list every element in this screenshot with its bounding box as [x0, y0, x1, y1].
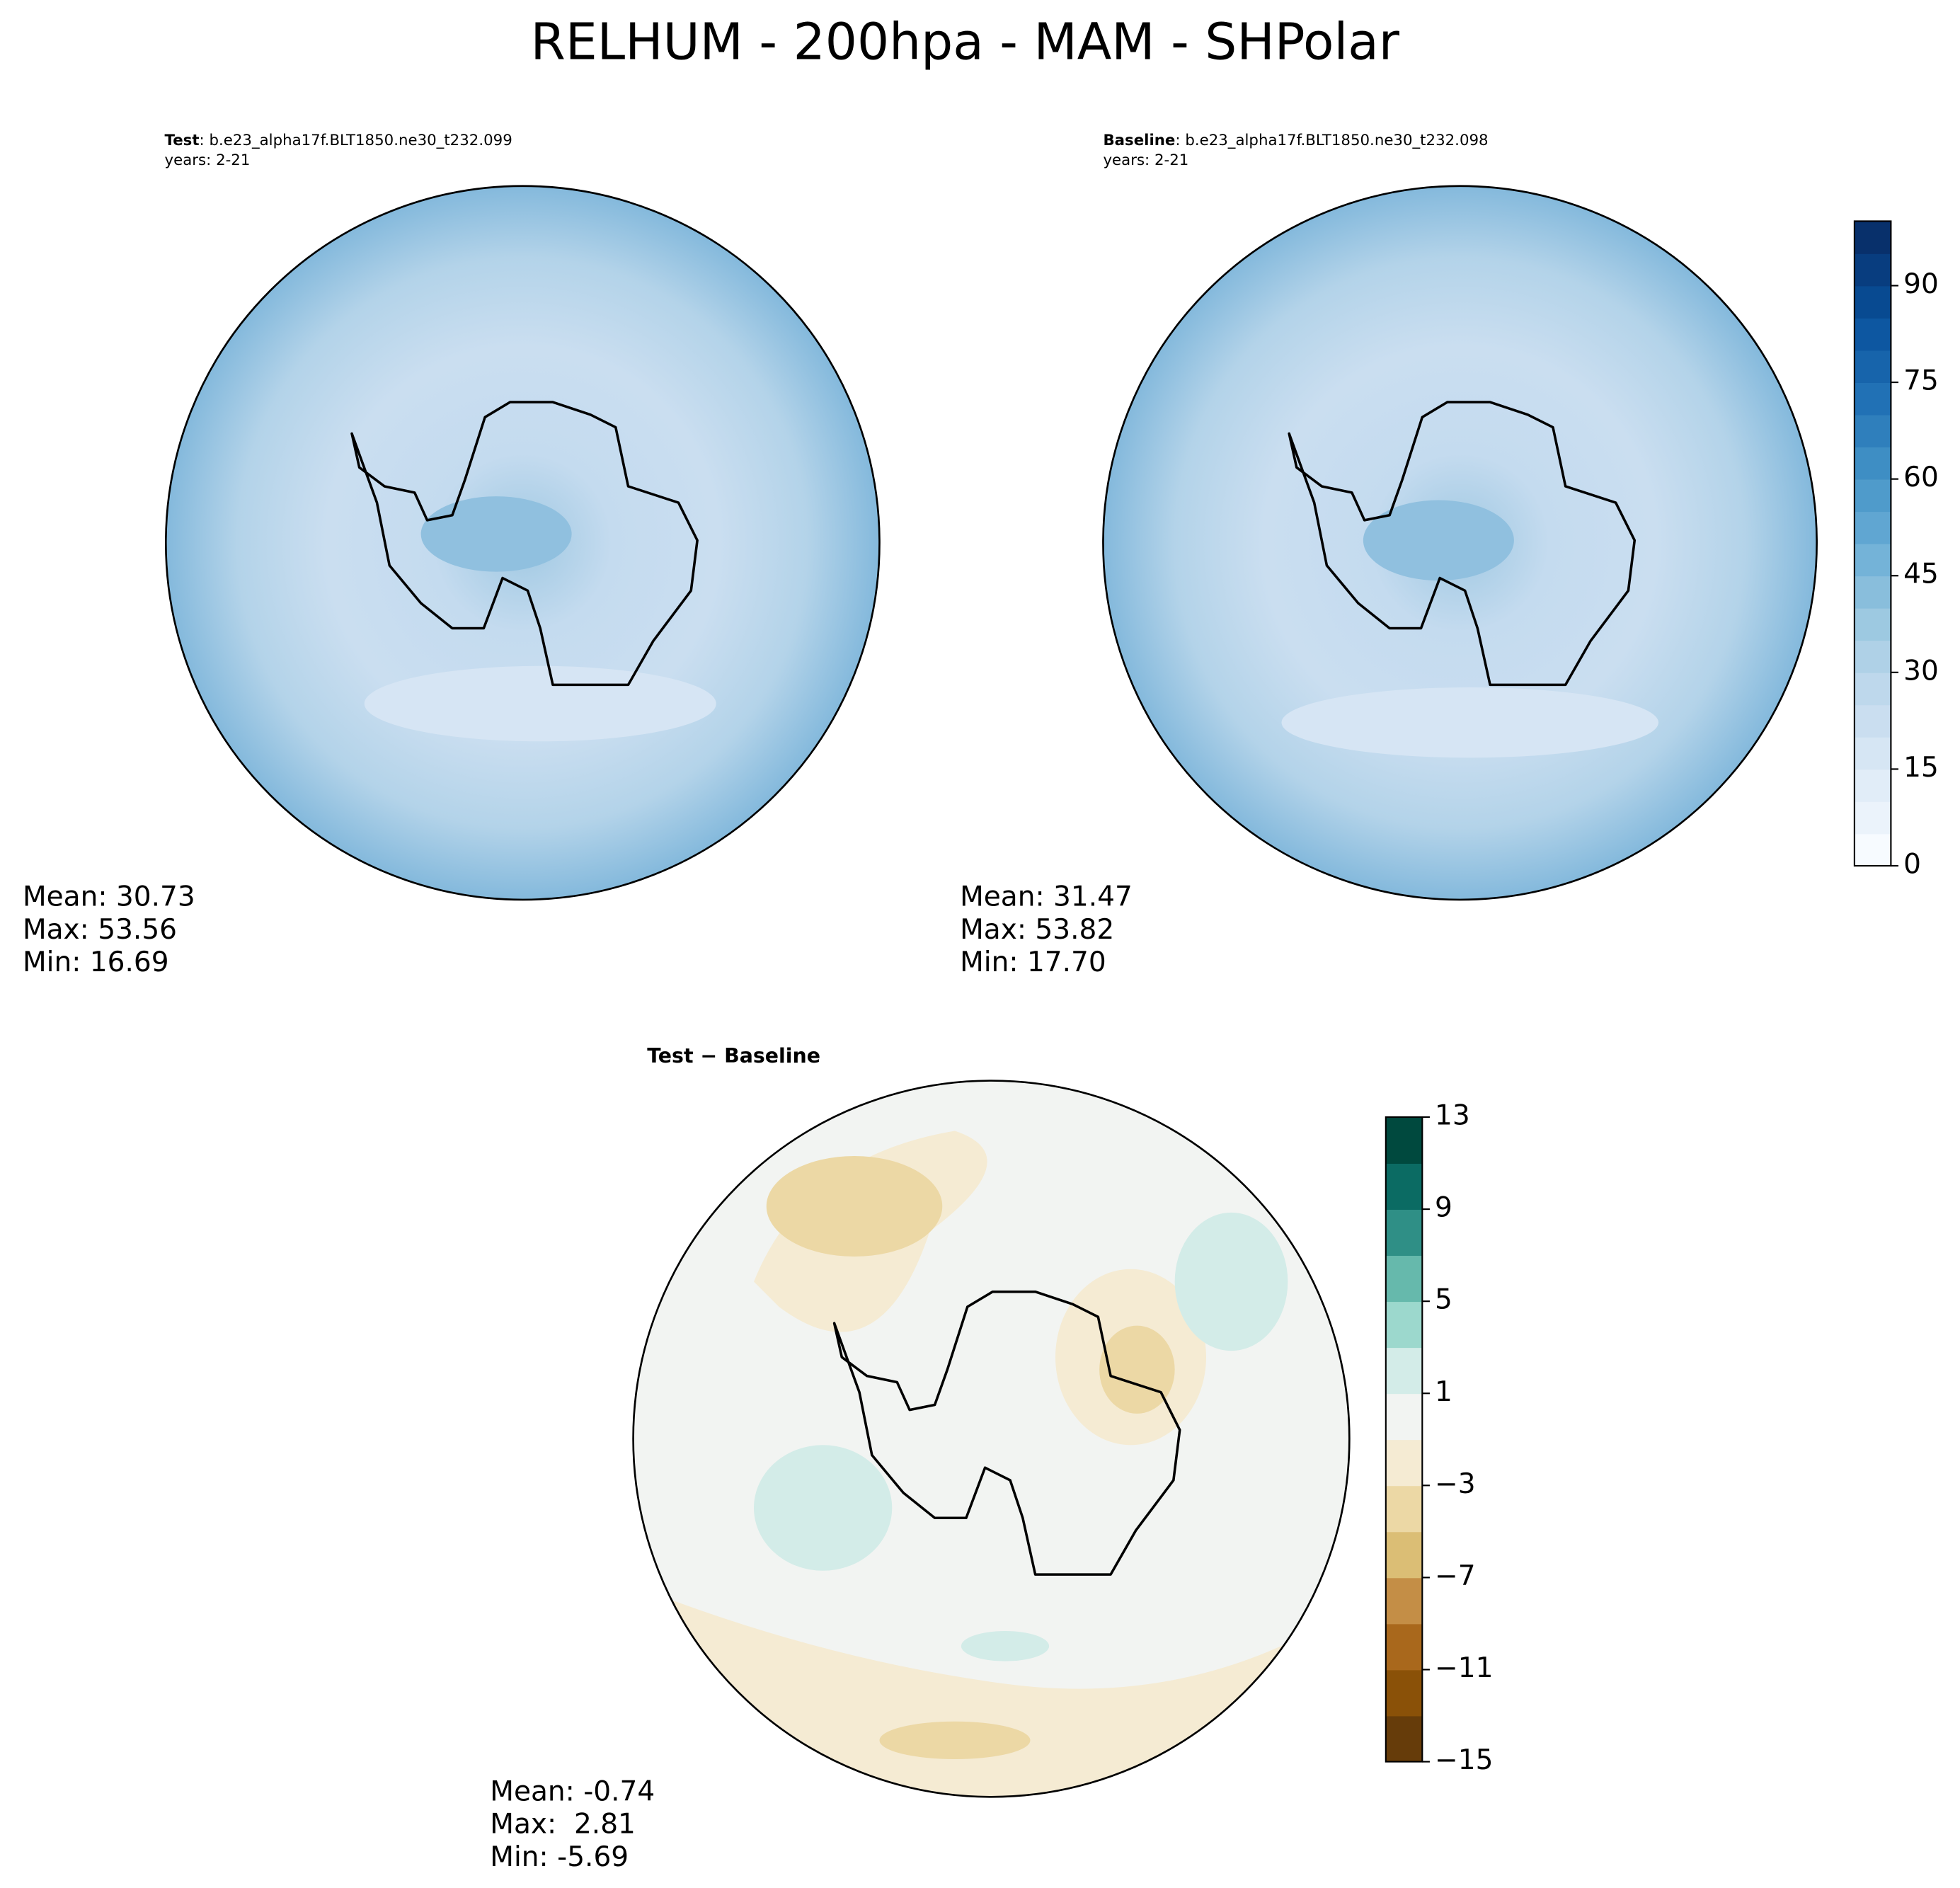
colorbar-segment	[1854, 479, 1891, 513]
colorbar-segment	[1385, 1393, 1423, 1441]
panel-years: years: 2-21	[1103, 151, 1188, 169]
colorbar-frame	[1853, 220, 1892, 867]
colorbar-segment	[1854, 253, 1891, 287]
colorbar-tick-label: 90	[1903, 268, 1939, 300]
stat: Mean: 30.73	[23, 881, 195, 913]
colorbar-tick-label: 15	[1903, 752, 1939, 784]
colorbar-segment	[1854, 801, 1891, 835]
colorbar-tick-label: 0	[1903, 849, 1921, 881]
colorbar-segment	[1385, 1163, 1423, 1210]
colorbar-segment	[1385, 1439, 1423, 1487]
map-field	[633, 1080, 1350, 1797]
colorbar-frame	[1385, 1116, 1423, 1763]
colorbar-tick-label: 1	[1435, 1376, 1452, 1408]
stat: Min: -5.69	[490, 1841, 629, 1873]
colorbar-segment	[1385, 1255, 1423, 1303]
colorbar-segment	[1385, 1623, 1423, 1671]
colorbar-tick-label: −3	[1435, 1468, 1476, 1500]
stat: Max: 53.82	[960, 914, 1114, 946]
panel-label-rest: : b.e23_alpha17f.BLT1850.ne30_t232.098	[1175, 132, 1488, 149]
map-panel: Test: b.e23_alpha17f.BLT1850.ne30_t232.0…	[23, 132, 881, 978]
map-field	[166, 185, 880, 900]
colorbar-tick-label: 9	[1435, 1192, 1452, 1224]
panel-label-bold: Baseline	[1103, 132, 1175, 149]
figure-title: RELHUM - 200hpa - MAM - SHPolar	[530, 12, 1399, 71]
colorbar-tick-label: 30	[1903, 655, 1939, 687]
colorbar-tick-label: −11	[1435, 1652, 1493, 1684]
map-panel: Baseline: b.e23_alpha17f.BLT1850.ne30_t2…	[960, 132, 1818, 978]
colorbar-tick-label: 5	[1435, 1284, 1452, 1316]
map-panel: Test − Baseline Mean: -0.74 Max: 2.81 Mi…	[490, 1044, 1351, 1873]
colorbar-segment	[1854, 704, 1891, 738]
stat: Mean: -0.74	[490, 1775, 655, 1807]
colorbar-segment	[1854, 285, 1891, 319]
colorbar-segment	[1854, 318, 1891, 351]
colorbar-segment	[1854, 414, 1891, 448]
colorbar-segment	[1854, 543, 1891, 577]
colorbar-segment	[1385, 1209, 1423, 1257]
stat: Mean: 31.47	[960, 881, 1133, 913]
colorbar-segment	[1385, 1715, 1423, 1763]
colorbar-segment	[1385, 1117, 1423, 1164]
colorbar-segment	[1854, 221, 1891, 254]
panel-years: years: 2-21	[165, 151, 251, 169]
stat: Min: 16.69	[23, 946, 169, 978]
colorbar-segment	[1854, 833, 1891, 866]
map-field	[1103, 185, 1817, 900]
colorbar-segment	[1854, 736, 1891, 770]
colorbar-tick-label: −15	[1435, 1744, 1493, 1776]
colorbar-tick-label: 13	[1435, 1100, 1470, 1132]
colorbar-tick-label: 60	[1903, 462, 1939, 493]
panel-label: Test: b.e23_alpha17f.BLT1850.ne30_t232.0…	[165, 132, 512, 149]
stat: Max: 53.56	[23, 914, 177, 946]
colorbar-segment	[1385, 1669, 1423, 1717]
colorbar-segment	[1854, 447, 1891, 480]
panel-label: Test − Baseline	[647, 1044, 820, 1068]
colorbar-segment	[1385, 1531, 1423, 1579]
colorbar-segment	[1854, 350, 1891, 383]
colorbar-segment	[1385, 1301, 1423, 1349]
colorbar-segment	[1854, 640, 1891, 673]
panel-label-rest: : b.e23_alpha17f.BLT1850.ne30_t232.099	[200, 132, 512, 149]
colorbar-tick-label: 75	[1903, 365, 1939, 397]
colorbar-segment	[1385, 1485, 1423, 1533]
panel-label-bold: Test	[165, 132, 200, 149]
colorbar-segment	[1854, 607, 1891, 641]
colorbar-segment	[1854, 382, 1891, 416]
stat: Min: 17.70	[960, 946, 1106, 978]
colorbar-segment	[1854, 511, 1891, 544]
colorbar-segment	[1385, 1347, 1423, 1395]
stat: Max: 2.81	[490, 1809, 636, 1841]
colorbar-tick-label: 45	[1903, 559, 1939, 590]
colorbar-segment	[1385, 1577, 1423, 1625]
panel-label: Baseline: b.e23_alpha17f.BLT1850.ne30_t2…	[1103, 132, 1488, 149]
colorbar-segment	[1854, 769, 1891, 802]
colorbar-tick-label: −7	[1435, 1560, 1476, 1592]
colorbar-segment	[1854, 576, 1891, 609]
colorbar-segment	[1854, 672, 1891, 706]
